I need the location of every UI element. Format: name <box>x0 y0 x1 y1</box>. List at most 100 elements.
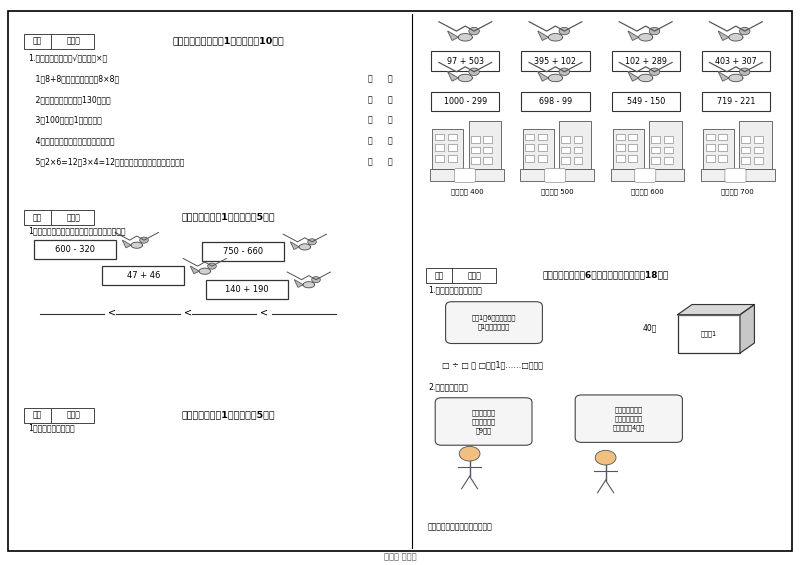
Bar <box>435 144 444 151</box>
Text: （: （ <box>367 95 372 104</box>
Bar <box>448 134 457 141</box>
Bar <box>651 136 660 143</box>
FancyBboxPatch shape <box>612 51 680 71</box>
Bar <box>432 129 463 169</box>
Text: 评卷人: 评卷人 <box>468 271 482 280</box>
Bar <box>718 144 727 151</box>
Text: 得数接近 400: 得数接近 400 <box>450 189 483 195</box>
Bar <box>470 157 480 164</box>
Bar <box>754 136 763 143</box>
Circle shape <box>469 68 479 76</box>
Bar <box>664 147 673 154</box>
Polygon shape <box>718 72 729 81</box>
Text: 47 + 46: 47 + 46 <box>126 271 160 280</box>
Text: 698 - 99: 698 - 99 <box>539 97 572 106</box>
Bar <box>520 169 594 181</box>
Bar <box>628 155 637 162</box>
Bar <box>470 147 480 154</box>
Text: 395 + 102: 395 + 102 <box>534 56 577 66</box>
Bar <box>718 134 727 141</box>
Text: 1.判断对错，对的打√，错的打×。: 1.判断对错，对的打√，错的打×。 <box>28 53 107 62</box>
Bar <box>616 134 625 141</box>
FancyBboxPatch shape <box>702 92 770 111</box>
Bar <box>435 134 444 141</box>
Bar <box>448 155 457 162</box>
FancyBboxPatch shape <box>545 168 566 182</box>
Text: <: < <box>260 307 268 318</box>
Circle shape <box>650 68 660 76</box>
Text: 1、把下列算式按得数大小，从小到大排一行。: 1、把下列算式按得数大小，从小到大排一行。 <box>28 226 126 235</box>
Text: 40只: 40只 <box>642 323 657 332</box>
FancyBboxPatch shape <box>702 51 770 71</box>
Bar <box>538 144 547 151</box>
FancyBboxPatch shape <box>206 280 288 299</box>
Bar <box>651 157 660 164</box>
Bar <box>435 155 444 162</box>
Bar <box>558 121 591 169</box>
FancyBboxPatch shape <box>575 395 682 442</box>
Text: 4、角的两条边越长，这个角就越大。: 4、角的两条边越长，这个角就越大。 <box>28 137 114 146</box>
Text: 每符1装6只，可以装几
符1，还剩几只？: 每符1装6只，可以装几 符1，还剩几只？ <box>472 315 516 331</box>
Circle shape <box>459 446 480 461</box>
Polygon shape <box>538 72 549 81</box>
Polygon shape <box>729 74 743 82</box>
Circle shape <box>559 68 570 76</box>
Polygon shape <box>290 242 299 249</box>
Bar <box>483 136 492 143</box>
Bar <box>739 121 772 169</box>
Bar <box>24 34 94 49</box>
FancyBboxPatch shape <box>522 51 590 71</box>
FancyBboxPatch shape <box>8 11 792 551</box>
Polygon shape <box>458 74 472 82</box>
FancyBboxPatch shape <box>202 242 284 261</box>
Bar <box>469 121 501 169</box>
Bar <box>613 129 644 169</box>
Bar <box>742 147 750 154</box>
Text: 2、小明的身高大约是130厘米。: 2、小明的身高大约是130厘米。 <box>28 95 110 104</box>
Circle shape <box>595 450 616 465</box>
Text: 600 - 320: 600 - 320 <box>55 245 95 254</box>
Text: ）: ） <box>388 158 393 167</box>
Bar <box>742 136 750 143</box>
Circle shape <box>650 27 660 35</box>
Text: 评卷人: 评卷人 <box>66 213 80 222</box>
FancyBboxPatch shape <box>34 240 116 259</box>
Text: 评卷人: 评卷人 <box>66 411 80 420</box>
Polygon shape <box>628 72 638 81</box>
FancyBboxPatch shape <box>435 398 532 445</box>
Bar <box>706 134 714 141</box>
Text: 得数大约 500: 得数大约 500 <box>541 189 574 195</box>
Bar <box>703 129 734 169</box>
Text: 102 + 289: 102 + 289 <box>625 56 666 66</box>
Bar <box>574 147 582 154</box>
Text: 参加书法兴趣小组的有多少人？: 参加书法兴趣小组的有多少人？ <box>428 522 493 531</box>
Polygon shape <box>458 33 472 41</box>
Text: ）: ） <box>388 95 393 104</box>
Bar <box>526 144 534 151</box>
Bar <box>24 210 94 225</box>
Text: 得数大约 700: 得数大约 700 <box>722 189 754 195</box>
Bar <box>706 144 714 151</box>
Polygon shape <box>299 244 310 250</box>
Text: 3、100厘米和1米一样长。: 3、100厘米和1米一样长。 <box>28 116 102 125</box>
Bar <box>754 147 763 154</box>
Polygon shape <box>199 268 210 274</box>
FancyBboxPatch shape <box>431 92 499 111</box>
Text: 得分: 得分 <box>33 37 42 46</box>
Bar <box>470 136 480 143</box>
Bar <box>426 268 496 283</box>
FancyBboxPatch shape <box>612 92 680 111</box>
Text: 1000 - 299: 1000 - 299 <box>444 97 487 106</box>
Text: 八、解决问题（兰6小题，每题３分，共计18分）: 八、解决问题（兰6小题，每题３分，共计18分） <box>543 271 669 280</box>
Polygon shape <box>628 31 638 40</box>
Text: （: （ <box>367 116 372 125</box>
Bar <box>561 157 570 164</box>
Bar <box>706 155 714 162</box>
Bar <box>430 169 504 181</box>
Text: 97 + 503: 97 + 503 <box>446 56 484 66</box>
Bar <box>522 129 554 169</box>
Text: 1.我是解决问题小能手。: 1.我是解决问题小能手。 <box>428 285 482 294</box>
Text: 1、8+8改写成乘法算式是8×8。: 1、8+8改写成乘法算式是8×8。 <box>28 74 119 83</box>
Bar <box>610 169 685 181</box>
Text: 719 - 221: 719 - 221 <box>717 97 755 106</box>
